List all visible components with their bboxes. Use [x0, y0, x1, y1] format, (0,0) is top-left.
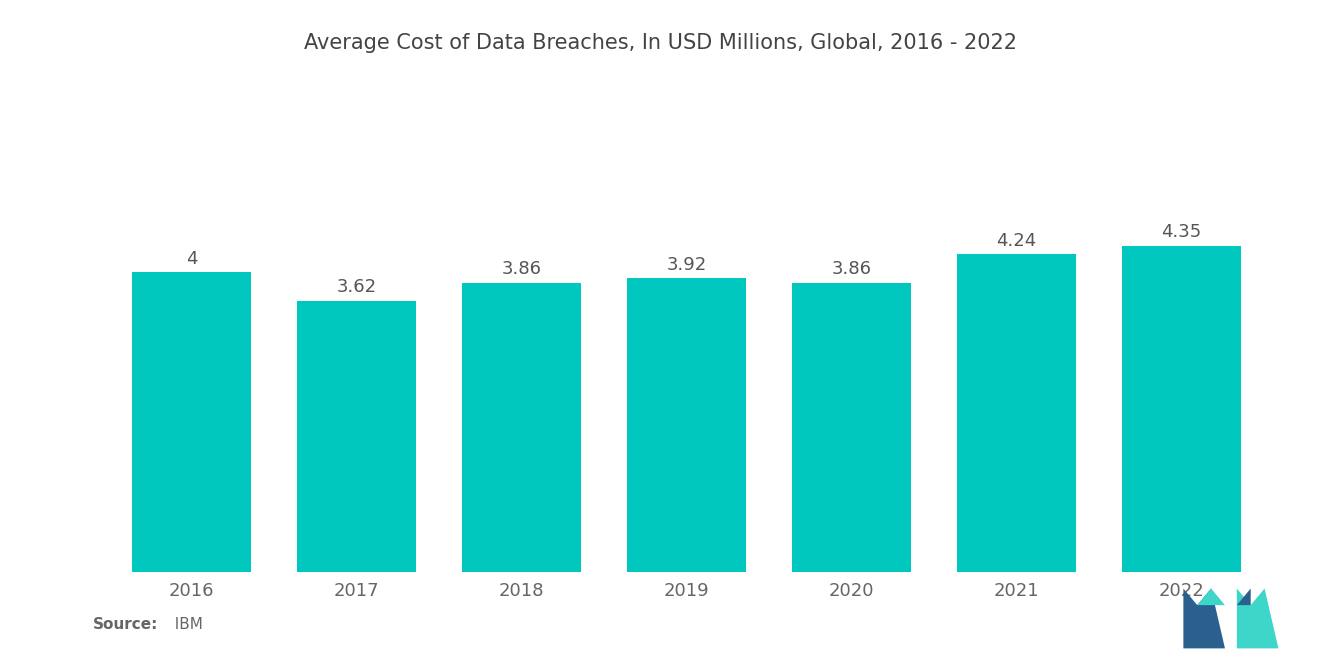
Bar [957, 254, 1076, 572]
Polygon shape [1184, 589, 1225, 648]
Bar [627, 278, 746, 572]
Bar [132, 272, 251, 572]
Bar [792, 283, 911, 572]
Text: 3.92: 3.92 [667, 255, 706, 273]
Polygon shape [1237, 589, 1250, 605]
Bar [1122, 246, 1241, 572]
Text: 3.86: 3.86 [502, 260, 541, 278]
Text: Source:: Source: [92, 616, 158, 632]
Text: 4.35: 4.35 [1162, 223, 1201, 241]
Bar [297, 301, 416, 572]
Polygon shape [1237, 589, 1278, 648]
Polygon shape [1197, 589, 1225, 605]
Text: Average Cost of Data Breaches, In USD Millions, Global, 2016 - 2022: Average Cost of Data Breaches, In USD Mi… [304, 33, 1016, 53]
Text: 3.86: 3.86 [832, 260, 871, 278]
Bar [462, 283, 581, 572]
Text: 4: 4 [186, 249, 197, 267]
Text: 3.62: 3.62 [337, 278, 376, 296]
Text: IBM: IBM [165, 616, 203, 632]
Text: 4.24: 4.24 [997, 231, 1036, 249]
